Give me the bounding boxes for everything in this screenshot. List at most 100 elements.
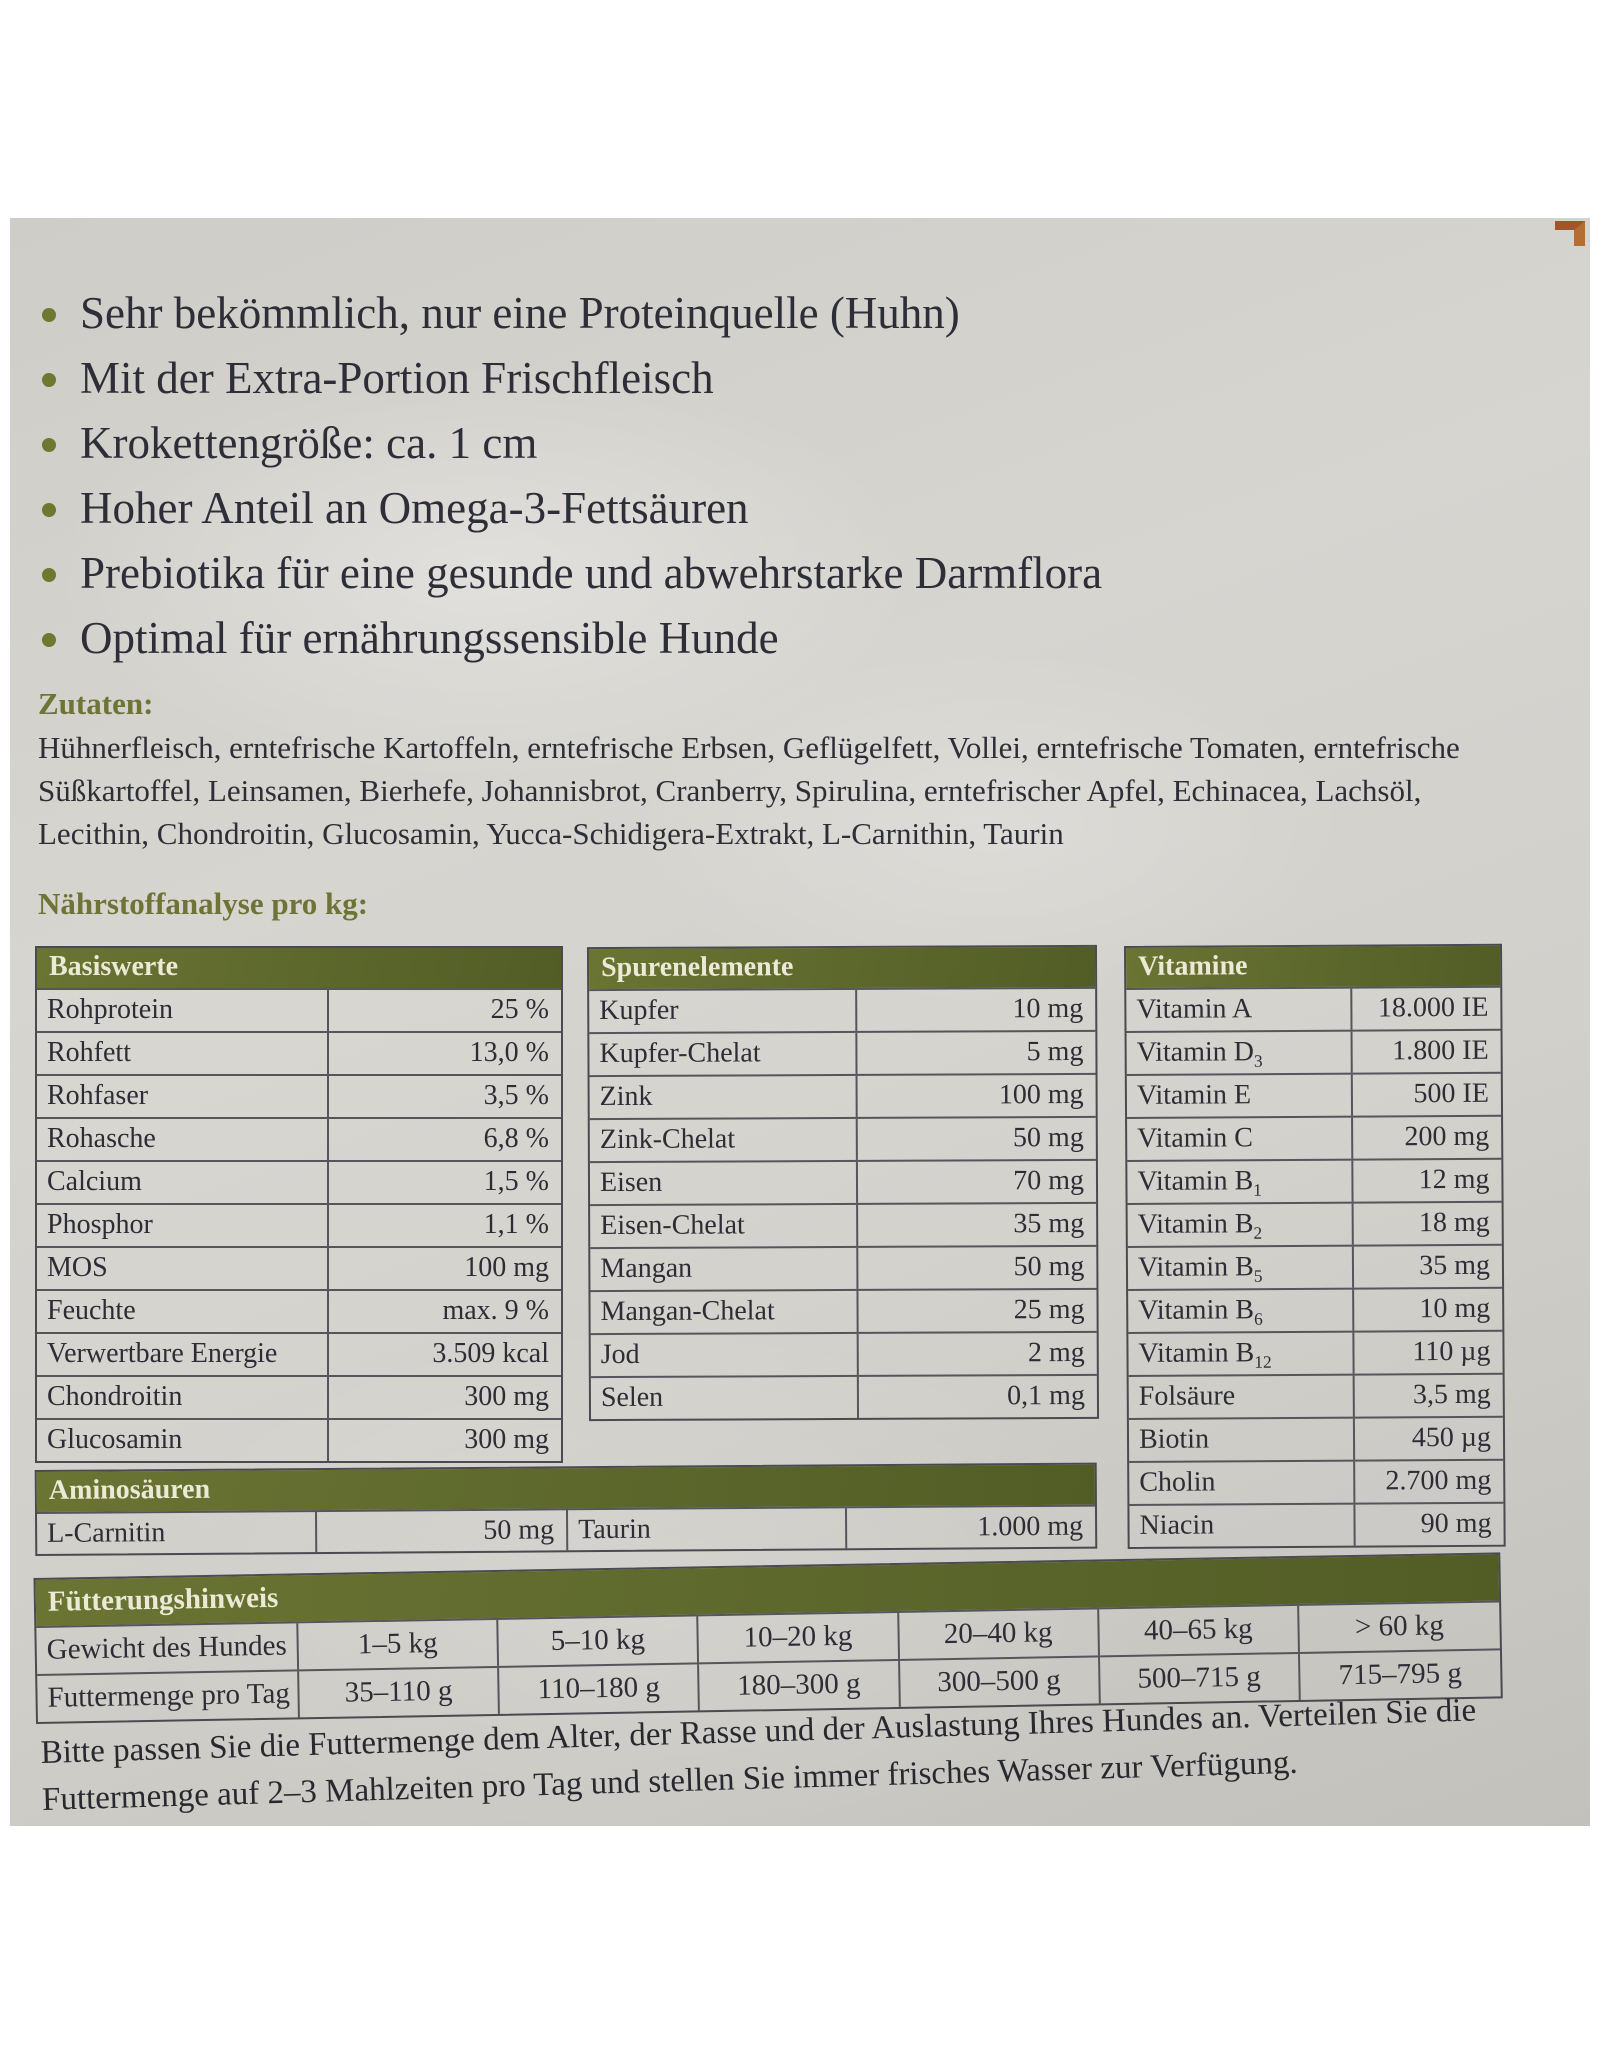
table-row: Vitamin B5 35 mg — [1127, 1243, 1503, 1289]
nutrient-value: 25 % — [490, 994, 549, 1025]
nutrient-value: 1,5 % — [483, 1166, 549, 1197]
table-row: MOS 100 mg — [37, 1246, 561, 1289]
nutrient-label: Kupfer — [589, 989, 858, 1033]
feeding-cell: 1–5 kg — [298, 1619, 500, 1670]
vitamine-table-header: Vitamine — [1126, 945, 1501, 988]
table-row: Selen 0,1 mg — [590, 1373, 1098, 1420]
nutrient-value: 50 mg — [1012, 1121, 1084, 1154]
nutrient-name: Rohprotein — [47, 994, 173, 1025]
nutrient-value: 10 mg — [1012, 992, 1084, 1025]
table-row: Calcium 1,5 % — [37, 1160, 561, 1203]
spurenelemente-table: Spurenelemente Kupfer 10 mg Kupfer-Chela… — [586, 944, 1100, 1422]
nutrient-name: Eisen-Chelat — [600, 1209, 745, 1242]
nutrient-name: Vitamin E — [1136, 1079, 1252, 1111]
table-row: Verwertbare Energie 3.509 kcal — [37, 1332, 561, 1375]
nutrient-label: Niacin — [1129, 1504, 1356, 1547]
nutrient-value: 25 mg — [1013, 1293, 1085, 1326]
nutrient-label: Eisen-Chelat — [590, 1204, 859, 1248]
nutrient-name: Mangan — [600, 1252, 693, 1285]
nutrient-name: Feuchte — [47, 1295, 136, 1326]
nutrient-label: Vitamin C — [1127, 1117, 1354, 1160]
nutrient-name: Kupfer — [599, 994, 679, 1027]
nutrient-label: Rohprotein — [37, 990, 329, 1031]
nutrient-label: Folsäure — [1128, 1375, 1355, 1418]
feeding-cell: 40–65 kg — [1098, 1605, 1300, 1656]
table-row: Zink 100 mg — [589, 1072, 1096, 1119]
feature-bullet: Prebiotika für eine gesunde und abwehrst… — [36, 540, 1102, 605]
nutrient-label: Chondroitin — [37, 1377, 329, 1418]
table-row: Biotin 450 µg — [1128, 1415, 1504, 1461]
nutrient-label: MOS — [37, 1248, 329, 1289]
basiswerte-table-header: Basiswerte — [37, 948, 561, 988]
amino-pair: L-Carnitin 50 mg — [36, 1508, 567, 1554]
nutrient-value: max. 9 % — [442, 1295, 549, 1326]
nutrient-label: Verwertbare Energie — [37, 1334, 329, 1375]
nutrient-label: Vitamin E — [1126, 1074, 1354, 1117]
nutrient-label: Vitamin B6 — [1128, 1289, 1355, 1332]
nutrient-label: Mangan — [590, 1247, 859, 1291]
table-row: Rohfett 13,0 % — [37, 1031, 561, 1074]
nutrient-label: Vitamin A — [1126, 988, 1353, 1031]
bullet-dot-icon — [42, 632, 56, 647]
feeding-cell: 180–300 g — [699, 1660, 901, 1711]
nutrient-name: Rohasche — [47, 1123, 156, 1154]
feeding-cell: 35–110 g — [299, 1667, 501, 1718]
nutrient-label: Biotin — [1128, 1418, 1356, 1461]
nutrient-name: Vitamin B — [1137, 1251, 1254, 1283]
nutrient-subscript: 2 — [1253, 1223, 1263, 1243]
nutrient-label: Jod — [590, 1333, 859, 1377]
nutrient-value: 35 mg — [1013, 1207, 1085, 1240]
feeding-cell: 20–40 kg — [898, 1609, 1100, 1659]
spurenelemente-table-body: Kupfer 10 mg Kupfer-Chelat 5 mg Zink 100… — [589, 986, 1098, 1420]
table-row: Rohasche 6,8 % — [37, 1117, 561, 1160]
nutrient-value: 200 mg — [1404, 1120, 1490, 1153]
table-row: Mangan-Chelat 25 mg — [590, 1287, 1097, 1334]
nutrient-label: Kupfer-Chelat — [589, 1032, 858, 1076]
feature-bullet-list: Sehr bekömmlich, nur eine Proteinquelle … — [36, 280, 1102, 670]
bullet-text: Prebiotika für eine gesunde und abwehrst… — [80, 547, 1103, 598]
feature-bullet: Optimal für ernährungssensible Hunde — [36, 605, 1102, 670]
nutrient-label: Zink-Chelat — [589, 1118, 858, 1162]
nutrient-value: 3,5 % — [483, 1080, 549, 1111]
feature-bullet: Mit der Extra-Portion Frischfleisch — [36, 345, 1102, 410]
bullet-dot-icon — [42, 372, 56, 387]
table-row: Glucosamin 300 mg — [37, 1418, 561, 1461]
bullet-text: Hoher Anteil an Omega-3-Fettsäuren — [80, 482, 749, 533]
nutrient-label: Glucosamin — [37, 1420, 329, 1461]
nutrient-name: Calcium — [47, 1166, 142, 1197]
table-row: Folsäure 3,5 mg — [1128, 1372, 1503, 1418]
feeding-row-label: Gewicht des Hundes — [36, 1623, 300, 1674]
nutrient-subscript: 6 — [1253, 1309, 1263, 1329]
nutrient-name: Rohfett — [47, 1037, 131, 1068]
feeding-cell: 10–20 kg — [698, 1612, 900, 1663]
nutrient-value: 18 mg — [1418, 1206, 1490, 1239]
nutrient-value: 100 mg — [464, 1252, 549, 1283]
nutrient-name: Zink-Chelat — [599, 1123, 736, 1156]
basiswerte-table-body: Rohprotein 25 % Rohfett 13,0 % Rohfaser … — [37, 988, 561, 1461]
nutrient-label: Vitamin B5 — [1127, 1246, 1355, 1289]
nutrient-value: 100 mg — [998, 1078, 1084, 1111]
amino-label: Taurin — [567, 1508, 848, 1551]
bullet-text: Mit der Extra-Portion Frischfleisch — [80, 352, 714, 403]
nutrient-name: Vitamin D — [1136, 1036, 1255, 1068]
nutrient-value: 6,8 % — [483, 1123, 549, 1154]
bullet-text: Krokettengröße: ca. 1 cm — [80, 417, 538, 468]
ingredients-heading: Zutaten: — [38, 686, 154, 721]
table-row: Vitamin E 500 IE — [1126, 1071, 1502, 1117]
nutrient-name: Vitamin C — [1137, 1122, 1254, 1154]
ingredients-text: Hühnerfleisch, erntefrische Kartoffeln, … — [38, 730, 1460, 851]
feeding-cell: 5–10 kg — [498, 1616, 700, 1666]
nutrient-value: 1.800 IE — [1392, 1034, 1489, 1067]
nutrient-subscript: 5 — [1253, 1266, 1263, 1286]
table-row: Mangan 50 mg — [590, 1244, 1097, 1291]
amino-value: 1.000 mg — [977, 1510, 1084, 1543]
bullet-text: Sehr bekömmlich, nur eine Proteinquelle … — [80, 287, 960, 338]
bullet-text: Optimal für ernährungssensible Hunde — [80, 612, 779, 663]
nutrient-value: 300 mg — [464, 1381, 549, 1412]
bullet-dot-icon — [42, 567, 56, 582]
nutrient-name: Vitamin B — [1137, 1208, 1254, 1240]
nutrient-name: Cholin — [1139, 1466, 1216, 1498]
nutrient-value: 3,5 mg — [1412, 1378, 1491, 1411]
table-row: Zink-Chelat 50 mg — [589, 1115, 1096, 1162]
nutrient-label: Zink — [589, 1075, 858, 1119]
